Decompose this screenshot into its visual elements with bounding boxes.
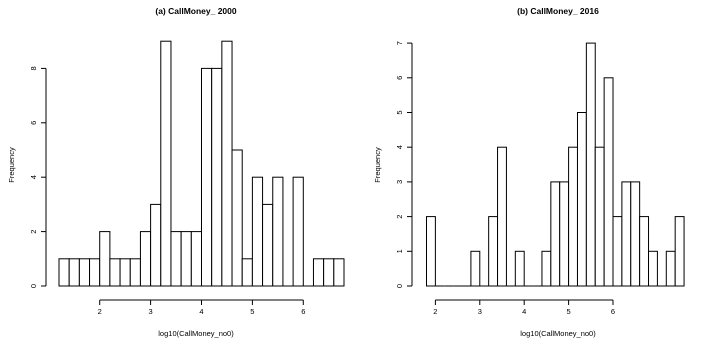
histogram-bar — [89, 258, 101, 287]
y-axis-label: Frequency — [373, 147, 382, 183]
histogram-panel-callmoney-2016: (b) CallMoney_ 2016 log10(CallMoney_no0)… — [373, 6, 685, 338]
histogram-bar — [576, 112, 587, 287]
histogram-bar — [292, 176, 304, 287]
histogram-bar — [221, 40, 233, 287]
histogram-bar — [333, 258, 345, 287]
y-tick-label: 6 — [395, 76, 404, 80]
histogram-bar — [109, 258, 121, 287]
histogram-bar — [160, 40, 172, 287]
chart-title: (a) CallMoney_ 2000 — [155, 6, 237, 16]
histogram-bar — [251, 176, 264, 287]
x-tick-label: 3 — [478, 307, 482, 316]
histogram-bar — [231, 149, 243, 287]
histogram-panel-callmoney-2000: (a) CallMoney_ 2000 log10(CallMoney_no0)… — [7, 6, 345, 338]
y-tick-label: 4 — [395, 145, 404, 149]
y-tick-label: 2 — [29, 230, 38, 234]
x-tick-label: 5 — [250, 307, 254, 316]
histogram-bar — [312, 258, 325, 287]
histogram-bar — [58, 258, 70, 287]
histogram-bar — [559, 181, 570, 287]
histogram-bar — [99, 231, 111, 287]
histogram-bar — [585, 42, 596, 287]
x-tick-label: 3 — [149, 307, 153, 316]
x-tick-label: 4 — [522, 307, 526, 316]
histogram-bar — [119, 258, 131, 287]
histogram-bar — [78, 258, 91, 287]
y-tick-label: 0 — [395, 284, 404, 288]
y-tick-label: 1 — [395, 249, 404, 253]
histogram-bar — [603, 77, 614, 287]
histogram-bar — [262, 203, 274, 287]
histogram-bar — [139, 231, 152, 287]
histogram-bar — [621, 181, 632, 287]
x-tick-label: 5 — [567, 307, 571, 316]
histogram-bar — [470, 250, 481, 287]
x-tick-label: 6 — [611, 307, 615, 316]
histogram-bar — [488, 216, 499, 287]
y-tick-label: 2 — [395, 215, 404, 219]
histogram-bar — [665, 250, 676, 287]
histogram-bar — [630, 181, 641, 287]
histogram-bar — [541, 250, 552, 287]
histogram-bar — [639, 216, 650, 287]
histogram-bar — [272, 176, 284, 287]
histogram-bar — [674, 216, 685, 287]
y-tick-label: 7 — [395, 41, 404, 45]
histogram-bar — [594, 146, 605, 287]
histogram-bar — [201, 67, 213, 287]
histogram-bar — [497, 146, 507, 287]
x-axis-label: log10(CallMoney_no0) — [158, 329, 234, 338]
chart-title: (b) CallMoney_ 2016 — [517, 6, 599, 16]
y-tick-label: 3 — [395, 180, 404, 184]
x-tick-label: 6 — [301, 307, 305, 316]
histogram-bar — [170, 231, 182, 287]
histogram-bar — [190, 231, 203, 287]
histogram-bar — [68, 258, 80, 287]
y-tick-label: 0 — [29, 284, 38, 288]
histogram-bar — [568, 146, 578, 287]
histogram-bar — [150, 203, 162, 287]
histogram-bar — [323, 258, 335, 287]
histogram-bar — [550, 181, 561, 287]
y-tick-label: 4 — [29, 175, 38, 179]
histogram-bar — [648, 250, 658, 287]
histogram-bar — [612, 216, 623, 287]
x-tick-label: 4 — [199, 307, 203, 316]
histogram-bar — [211, 67, 223, 287]
y-tick-label: 6 — [29, 121, 38, 125]
x-tick-label: 2 — [98, 307, 102, 316]
histogram-bar — [514, 250, 525, 287]
histogram-bar — [426, 216, 436, 287]
y-tick-label: 8 — [29, 66, 38, 70]
histogram-bar — [129, 258, 141, 287]
y-axis-label: Frequency — [7, 147, 16, 183]
x-axis-label: log10(CallMoney_no0) — [520, 329, 596, 338]
histogram-bar — [180, 231, 192, 287]
y-tick-label: 5 — [395, 110, 404, 114]
x-tick-label: 2 — [433, 307, 437, 316]
histogram-bar — [241, 258, 253, 287]
